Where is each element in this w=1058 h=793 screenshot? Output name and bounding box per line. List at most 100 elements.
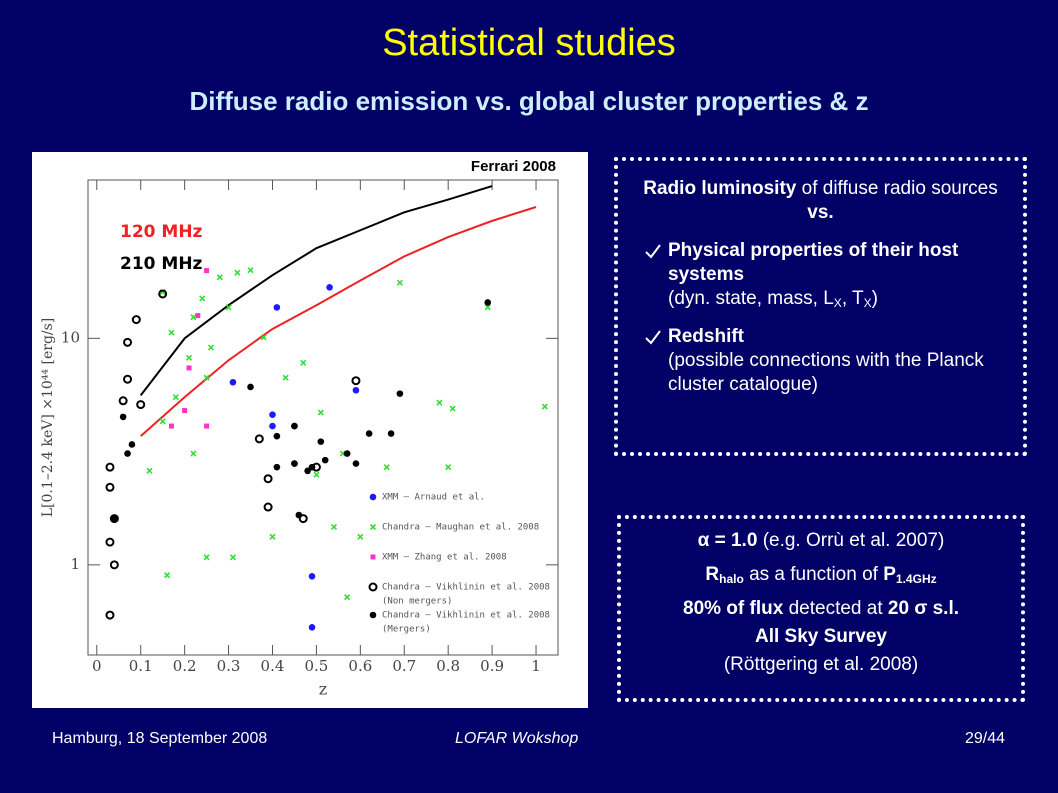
point — [159, 418, 166, 425]
point — [190, 450, 197, 457]
point — [263, 474, 273, 484]
point — [199, 295, 206, 302]
point — [445, 464, 452, 471]
bold-text: R — [705, 564, 720, 585]
x-tick-label: 0.8 — [436, 657, 460, 675]
point — [118, 396, 128, 406]
point — [260, 334, 267, 341]
point — [313, 471, 320, 478]
legend-label: XMM – Arnaud et al. — [382, 493, 485, 503]
chart-panel — [32, 152, 588, 708]
model-line — [139, 185, 493, 396]
legend-symbol — [369, 611, 377, 619]
text-box: α = 1.0 (e.g. Orrù et al. 2007) Rhalo as… — [617, 515, 1025, 702]
text: (Röttgering et al. 2008) — [723, 654, 919, 675]
point — [158, 289, 168, 299]
legend-symbol — [369, 493, 377, 501]
point — [317, 409, 324, 416]
footer-right: 29/44 — [964, 730, 1005, 747]
point — [326, 283, 333, 291]
point — [172, 394, 179, 401]
item-text: , T — [841, 288, 864, 309]
bold-text: 20 σ s.l. — [887, 598, 959, 619]
point — [123, 337, 133, 347]
point — [185, 354, 193, 361]
point — [387, 430, 395, 437]
text: as a function of — [749, 564, 878, 585]
point — [304, 467, 311, 475]
point — [484, 299, 492, 306]
x-tick-label: 0.7 — [392, 657, 416, 675]
item-text: (possible connections with the Planck cl… — [668, 350, 984, 395]
x-tick-label: 1 — [531, 657, 541, 675]
text: detected at — [788, 598, 883, 619]
line-legend: 120 MHz — [120, 222, 203, 242]
point — [207, 344, 215, 351]
point — [146, 467, 153, 474]
line: 80% of flux detected at 20 σ s.l. — [629, 595, 1013, 623]
text: (e.g. Orrù et al. 2007) — [762, 530, 945, 551]
point — [105, 537, 115, 547]
bold-text: 80% of flux — [683, 598, 784, 619]
point — [541, 403, 548, 410]
point — [168, 329, 175, 336]
point — [298, 514, 308, 524]
item-text: (dyn. state, mass, L — [668, 288, 834, 309]
y-tick-label: 1 — [70, 555, 80, 573]
line: α = 1.0 (e.g. Orrù et al. 2007) — [629, 527, 1013, 555]
legend-label: Chandra – Vikhlinin et al. 2008 — [382, 611, 550, 621]
point — [273, 432, 281, 440]
point — [131, 315, 141, 325]
bold-text: P — [883, 564, 896, 585]
point — [204, 268, 210, 274]
legend-symbol — [369, 523, 377, 531]
line: All Sky Survey — [629, 623, 1013, 651]
x-axis-label: z — [319, 680, 327, 699]
point — [273, 304, 281, 311]
point — [317, 438, 325, 445]
point — [123, 374, 133, 384]
legend-note: (Non mergers) — [382, 597, 452, 607]
legend-symbol — [368, 582, 378, 592]
subscript: 1.4GHz — [895, 572, 937, 586]
plot-frame — [87, 179, 559, 656]
point — [308, 463, 316, 471]
point — [269, 533, 276, 540]
point — [229, 554, 237, 561]
x-tick-label: 0.2 — [173, 657, 197, 675]
point — [321, 456, 329, 464]
point — [352, 386, 360, 394]
point — [282, 374, 289, 381]
slide-subtitle: Diffuse radio emission vs. global cluste… — [189, 86, 869, 116]
point — [383, 464, 390, 471]
point — [273, 463, 281, 471]
point — [182, 408, 188, 414]
line-legend: 210 MHz — [120, 254, 203, 274]
point — [163, 572, 171, 579]
point — [436, 399, 443, 406]
point — [352, 460, 360, 467]
point — [300, 359, 307, 366]
item-bold: Redshift — [668, 326, 744, 347]
point — [119, 413, 127, 421]
point — [254, 434, 264, 444]
point — [396, 279, 403, 286]
point — [109, 514, 119, 524]
point — [449, 405, 456, 412]
check-icon — [645, 330, 661, 345]
point — [105, 462, 115, 472]
point — [234, 269, 241, 276]
subscript: X — [833, 296, 842, 310]
point — [203, 374, 210, 381]
point — [351, 376, 361, 386]
intro-vs: vs. — [807, 202, 834, 223]
bullet-item: Physical properties of their host system… — [640, 239, 1001, 311]
point — [229, 378, 237, 386]
intro-text: of diffuse radio sources — [801, 178, 998, 199]
subscript: X — [863, 296, 872, 310]
point — [109, 560, 119, 570]
point — [186, 365, 192, 371]
legend-note: (Mergers) — [382, 625, 431, 635]
point — [225, 304, 232, 311]
